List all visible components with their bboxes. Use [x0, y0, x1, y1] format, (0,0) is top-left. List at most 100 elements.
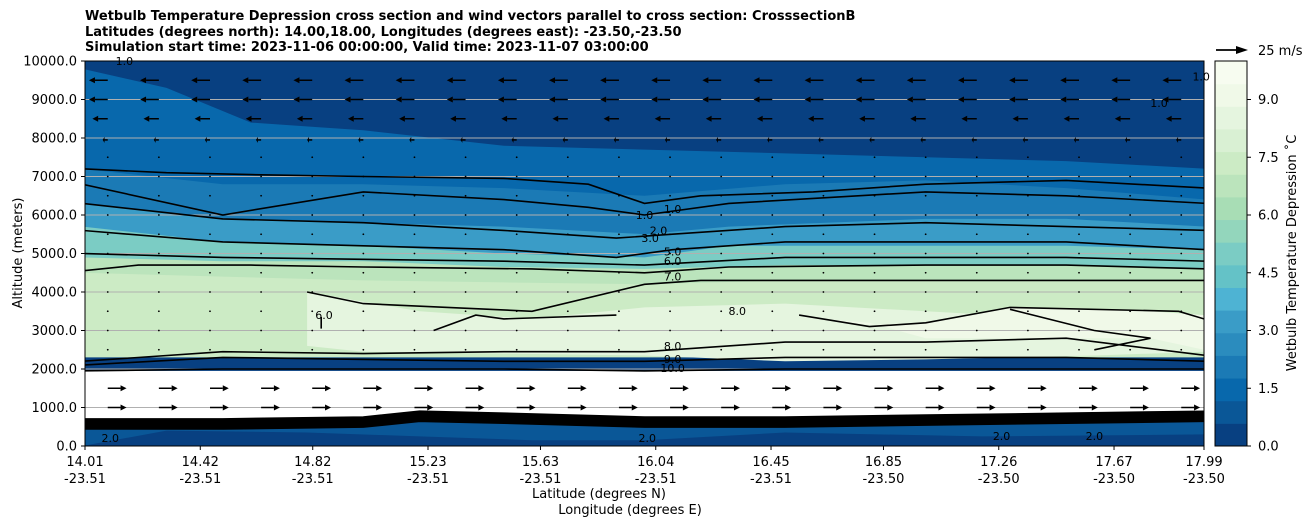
wind-vector-dot — [924, 252, 927, 255]
wind-vector-head — [446, 77, 453, 84]
contour-label-10: 8.0 — [664, 340, 682, 353]
y-tick-label-9: 9000.0 — [32, 93, 78, 108]
wind-vector-dot — [464, 271, 467, 274]
wind-vector-dot — [515, 310, 518, 313]
wind-vector-dot — [1026, 348, 1029, 351]
wind-vector-head — [460, 136, 463, 143]
wind-key[interactable]: 25 m/s — [1216, 44, 1303, 59]
contour-surface-7 — [85, 410, 1204, 421]
wind-vector-head — [702, 96, 709, 103]
y-axis: 0.0 1000.0 2000.0 3000.0 4000.0 5000.0 6000.0 7… — [23, 55, 85, 455]
wind-vector-head — [395, 77, 402, 84]
wind-vector-dot — [362, 329, 365, 332]
contour-9 — [85, 356, 1204, 366]
wind-vector-dot — [720, 233, 723, 236]
wind-key-arrowhead — [1236, 46, 1248, 54]
wind-vector-dot — [669, 329, 671, 332]
wind-vector-head — [399, 115, 405, 122]
colorbar-swatch-16 — [1215, 61, 1247, 85]
wind-vector-dot — [1026, 194, 1029, 197]
wind-vector-head — [957, 77, 964, 84]
x-tick-lon-5: -23.51 — [635, 472, 677, 487]
wind-vector-dot — [209, 329, 211, 332]
wind-vector-dot — [873, 329, 876, 332]
contour-labels: 1.01.0 1.02.03.05.06.07.06.0 8.08.09.010.0… — [102, 55, 1210, 445]
wind-vector-head — [804, 77, 811, 84]
wind-vector-dot — [1026, 291, 1029, 293]
wind-vector-dot — [669, 194, 671, 197]
wind-vector-head — [446, 96, 453, 103]
wind-vector-head — [989, 404, 996, 411]
wind-vector-head — [631, 404, 638, 411]
x-tick-lat-8: 17.26 — [980, 455, 1017, 470]
y-tick-label-2: 2000.0 — [32, 363, 78, 378]
wind-vector-dot — [1078, 291, 1080, 293]
wind-vector-dot — [618, 214, 620, 216]
wind-vector-dot — [209, 291, 211, 293]
wind-vector-head — [1162, 77, 1169, 84]
wind-vector-dot — [771, 252, 774, 255]
wind-vector-head — [753, 77, 760, 84]
wind-vector-head — [395, 96, 402, 103]
band-missing-layer — [85, 370, 1204, 421]
wind-vector-dot — [311, 175, 314, 178]
wind-vector-dot — [669, 348, 671, 351]
wind-vector-head — [887, 385, 894, 392]
wind-vector-dot — [1129, 194, 1132, 197]
wind-vector-dot — [1026, 156, 1029, 159]
contour-label-19: 10.0 — [635, 417, 660, 430]
wind-vector-dot — [771, 175, 774, 178]
wind-vector-dot — [669, 233, 671, 236]
wind-vector-dot — [106, 233, 109, 236]
wind-vector-dot — [106, 252, 109, 255]
wind-vector-head — [1073, 136, 1076, 143]
contour-surface-3 — [85, 415, 1204, 426]
wind-vector-dot — [873, 175, 876, 178]
chart-title: Wetbulb Temperature Depression cross sec… — [85, 9, 855, 56]
wind-vector-dot — [1078, 233, 1080, 236]
x-tick-lat-1: 14.42 — [182, 455, 219, 470]
wind-vector-dot — [618, 194, 620, 197]
wind-vector-head — [600, 77, 607, 84]
wind-vector-dot — [720, 271, 723, 274]
wind-vector-dot — [669, 271, 671, 274]
wind-vector-dot — [515, 291, 518, 293]
wind-vector-dot — [1129, 348, 1132, 351]
wind-vector-dot — [771, 156, 774, 159]
wind-vector-dot — [106, 329, 109, 332]
filled-contours — [85, 61, 1204, 446]
wind-vector-dot — [822, 348, 825, 351]
wind-vector-dot — [566, 252, 569, 255]
wind-vector-head — [1060, 77, 1067, 84]
wind-vector-dot — [566, 194, 569, 197]
wind-vector-head — [140, 77, 147, 84]
wind-vector-dot — [669, 175, 671, 178]
wind-vector-dot — [566, 214, 569, 216]
wind-vector-head — [1111, 77, 1118, 84]
x-tick-lat-3: 15.23 — [409, 455, 446, 470]
y-tick-label-8: 8000.0 — [32, 132, 78, 147]
wind-vector-head — [702, 77, 709, 84]
wind-vector-head — [511, 136, 514, 143]
wind-vector-dot — [362, 214, 365, 216]
contour-3 — [85, 229, 1204, 259]
wind-vector-head — [580, 385, 587, 392]
wind-vector-dot — [464, 214, 467, 216]
wind-vector-head — [409, 136, 412, 143]
colorbar-swatch-5 — [1215, 310, 1247, 334]
contour-label-11: 9.0 — [664, 353, 682, 366]
wind-vector-head — [1111, 96, 1118, 103]
contour-surface-2 — [85, 417, 1204, 428]
wind-vector-head — [497, 96, 504, 103]
wind-vector-dot — [1026, 252, 1029, 255]
wind-vector-dot — [1026, 310, 1029, 313]
wind-vector-dot — [106, 214, 109, 216]
wind-vector-dot — [413, 233, 416, 236]
contour-10 — [85, 368, 1204, 372]
wind-vector-dot — [260, 194, 263, 197]
wind-vector-head — [325, 404, 332, 411]
wind-vector-dot — [413, 310, 416, 313]
contour-8c — [1009, 308, 1151, 351]
contour-8b — [798, 306, 1204, 328]
wind-vector-dot — [260, 252, 263, 255]
